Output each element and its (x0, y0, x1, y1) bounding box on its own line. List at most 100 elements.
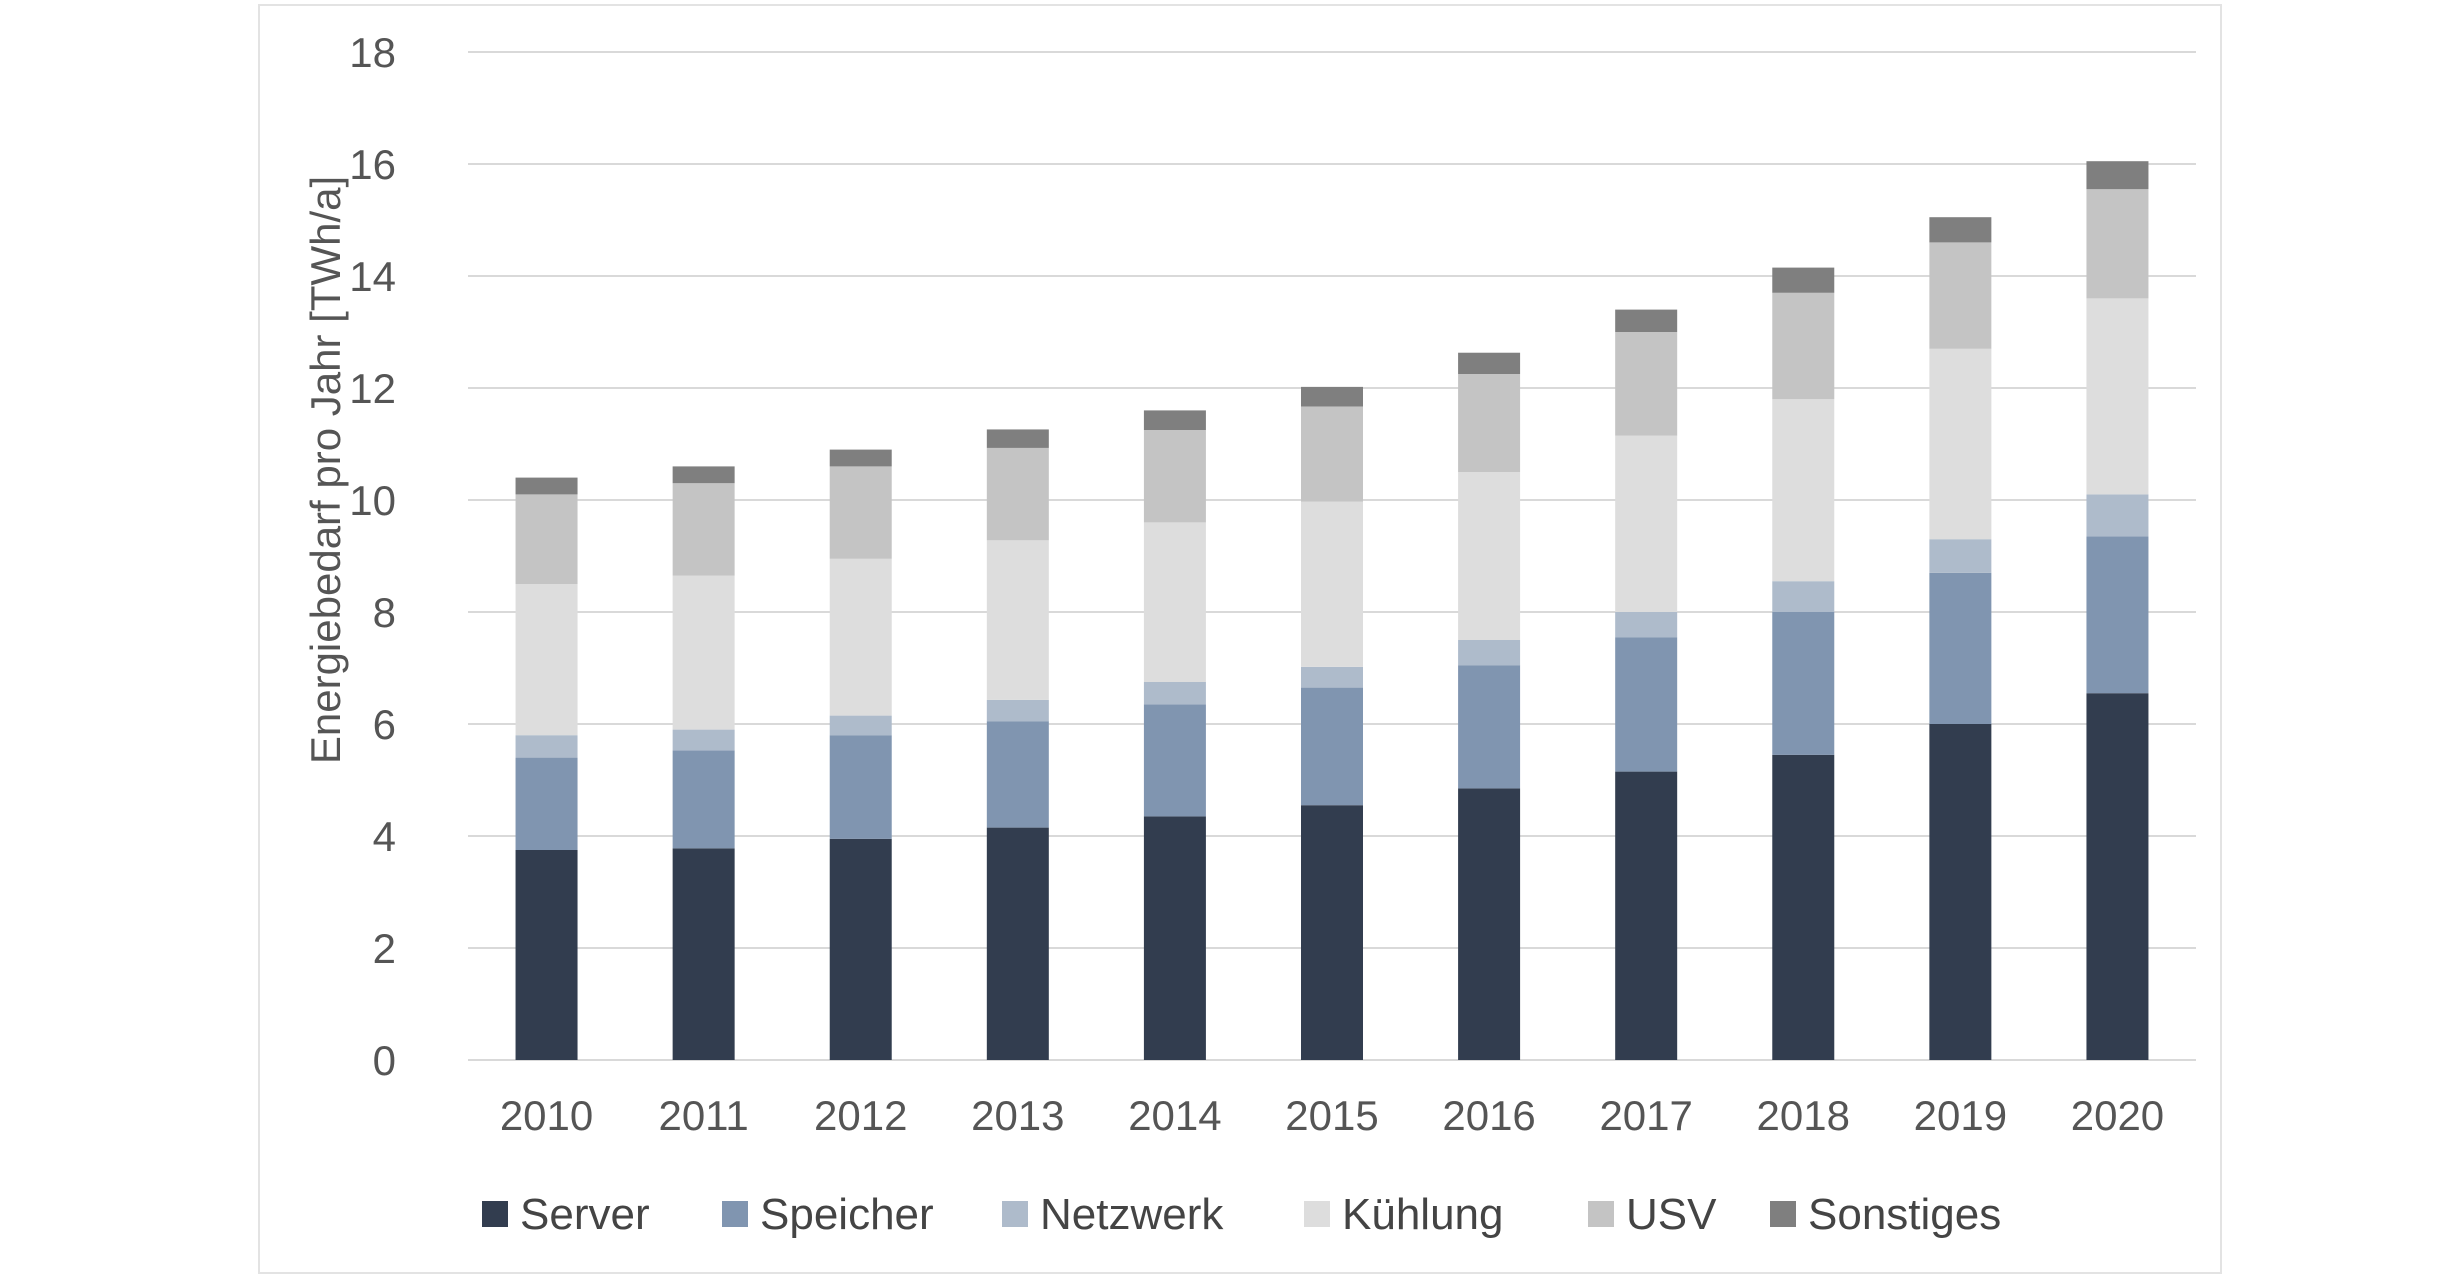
bar-sonstiges-2018 (1772, 267, 1835, 293)
y-tick-label: 4 (373, 813, 396, 860)
legend-item-speicher: Speicher (722, 1190, 934, 1239)
bar-netzwerk-2011 (672, 729, 735, 751)
bar-speicher-2017 (1615, 637, 1678, 772)
bar-kühlung-2010 (515, 584, 578, 736)
bar-usv-2015 (1301, 406, 1363, 502)
legend-item-server: Server (482, 1190, 650, 1239)
bar-server-2020 (2086, 693, 2149, 1060)
bar-netzwerk-2018 (1772, 581, 1835, 612)
bar-speicher-2019 (1929, 572, 1992, 724)
y-tick-label: 18 (349, 29, 396, 76)
bar-sonstiges-2012 (829, 449, 892, 467)
bar-kühlung-2018 (1772, 399, 1835, 582)
chart-frame: 0 2 4 6 8 10 12 14 16 18 2010 2011 2012 2013 2014 2015… (258, 4, 2222, 1274)
bar-sonstiges-2015 (1301, 386, 1363, 407)
y-tick-label: 10 (349, 477, 396, 524)
x-tick-label: 2015 (1285, 1092, 1378, 1139)
bar-kühlung-2011 (672, 575, 735, 730)
x-tick-label: 2016 (1442, 1092, 1535, 1139)
bar-server-2018 (1772, 754, 1835, 1060)
legend-item-usv: USV (1588, 1190, 1717, 1239)
y-tick-label: 6 (373, 701, 396, 748)
bar-usv-2019 (1929, 242, 1992, 349)
bar-kühlung-2017 (1615, 435, 1678, 612)
bars (515, 161, 2149, 1060)
bar-server-2012 (829, 838, 892, 1060)
y-tick-label: 16 (349, 141, 396, 188)
bar-server-2010 (515, 850, 578, 1060)
bar-kühlung-2015 (1301, 501, 1363, 667)
bar-speicher-2011 (672, 750, 735, 849)
y-tick-label: 14 (349, 253, 396, 300)
bar-speicher-2020 (2086, 536, 2149, 694)
bar-usv-2010 (515, 494, 578, 584)
legend-swatch (1588, 1201, 1614, 1227)
bar-usv-2011 (672, 483, 735, 576)
bar-speicher-2010 (515, 757, 578, 850)
bar-server-2016 (1458, 788, 1521, 1060)
bar-netzwerk-2012 (829, 715, 892, 736)
stacked-bar-chart: 0 2 4 6 8 10 12 14 16 18 2010 2011 2012 2013 2014 2015… (302, 29, 2196, 1239)
legend: Server Speicher Netzwerk Kühlung USV Sonstige… (482, 1190, 2001, 1239)
bar-kühlung-2014 (1143, 522, 1206, 682)
bar-sonstiges-2016 (1458, 352, 1521, 374)
bar-server-2019 (1929, 724, 1992, 1060)
legend-label: Kühlung (1342, 1190, 1503, 1239)
legend-label: Sonstiges (1808, 1190, 2001, 1239)
bar-kühlung-2016 (1458, 472, 1521, 640)
bar-sonstiges-2017 (1615, 309, 1678, 332)
bar-usv-2018 (1772, 292, 1835, 400)
bar-netzwerk-2015 (1301, 666, 1363, 688)
x-tick-label: 2017 (1599, 1092, 1692, 1139)
x-tick-label: 2012 (814, 1092, 907, 1139)
bar-netzwerk-2020 (2086, 494, 2149, 537)
bar-speicher-2013 (986, 721, 1049, 828)
bar-usv-2017 (1615, 332, 1678, 436)
legend-label: Netzwerk (1040, 1190, 1224, 1239)
bar-usv-2014 (1143, 430, 1206, 523)
bar-server-2017 (1615, 771, 1678, 1060)
y-tick-label: 2 (373, 925, 396, 972)
legend-label: Speicher (760, 1190, 934, 1239)
bar-speicher-2016 (1458, 665, 1521, 789)
bar-sonstiges-2013 (986, 429, 1049, 448)
legend-swatch (1002, 1201, 1028, 1227)
bar-netzwerk-2010 (515, 735, 578, 758)
x-tick-label: 2014 (1128, 1092, 1221, 1139)
y-axis-title: Energiebedarf pro Jahr [TWh/a] (302, 176, 349, 764)
x-tick-label: 2010 (500, 1092, 593, 1139)
legend-item-kühlung: Kühlung (1304, 1190, 1503, 1239)
legend-swatch (1304, 1201, 1330, 1227)
bar-speicher-2012 (829, 735, 892, 839)
bar-kühlung-2012 (829, 558, 892, 716)
bar-usv-2012 (829, 466, 892, 559)
bar-kühlung-2020 (2086, 298, 2149, 495)
bar-netzwerk-2014 (1143, 682, 1206, 705)
bar-sonstiges-2010 (515, 477, 578, 495)
bar-sonstiges-2019 (1929, 217, 1992, 243)
bar-server-2013 (986, 827, 1049, 1060)
bar-kühlung-2019 (1929, 348, 1992, 540)
bar-usv-2020 (2086, 189, 2149, 299)
x-tick-label: 2011 (658, 1092, 748, 1139)
bar-server-2014 (1143, 816, 1206, 1060)
legend-label: Server (520, 1190, 650, 1239)
legend-item-netzwerk: Netzwerk (1002, 1190, 1224, 1239)
bar-speicher-2015 (1301, 687, 1363, 806)
y-tick-label: 12 (349, 365, 396, 412)
bar-usv-2013 (986, 447, 1049, 541)
x-tick-label: 2020 (2071, 1092, 2164, 1139)
bar-server-2015 (1301, 805, 1363, 1060)
bar-sonstiges-2011 (672, 466, 735, 484)
bar-kühlung-2013 (986, 540, 1049, 700)
legend-swatch (1770, 1201, 1796, 1227)
y-tick-label: 0 (373, 1037, 396, 1084)
bar-netzwerk-2016 (1458, 640, 1521, 666)
bar-netzwerk-2019 (1929, 539, 1992, 573)
bar-usv-2016 (1458, 374, 1521, 472)
bar-sonstiges-2014 (1143, 410, 1206, 430)
bar-speicher-2014 (1143, 704, 1206, 817)
x-axis-ticks: 2010 2011 2012 2013 2014 2015 2016 2017 2018 2019… (500, 1092, 2164, 1139)
x-tick-label: 2013 (971, 1092, 1064, 1139)
y-axis-ticks: 0 2 4 6 8 10 12 14 16 18 (349, 29, 396, 1084)
